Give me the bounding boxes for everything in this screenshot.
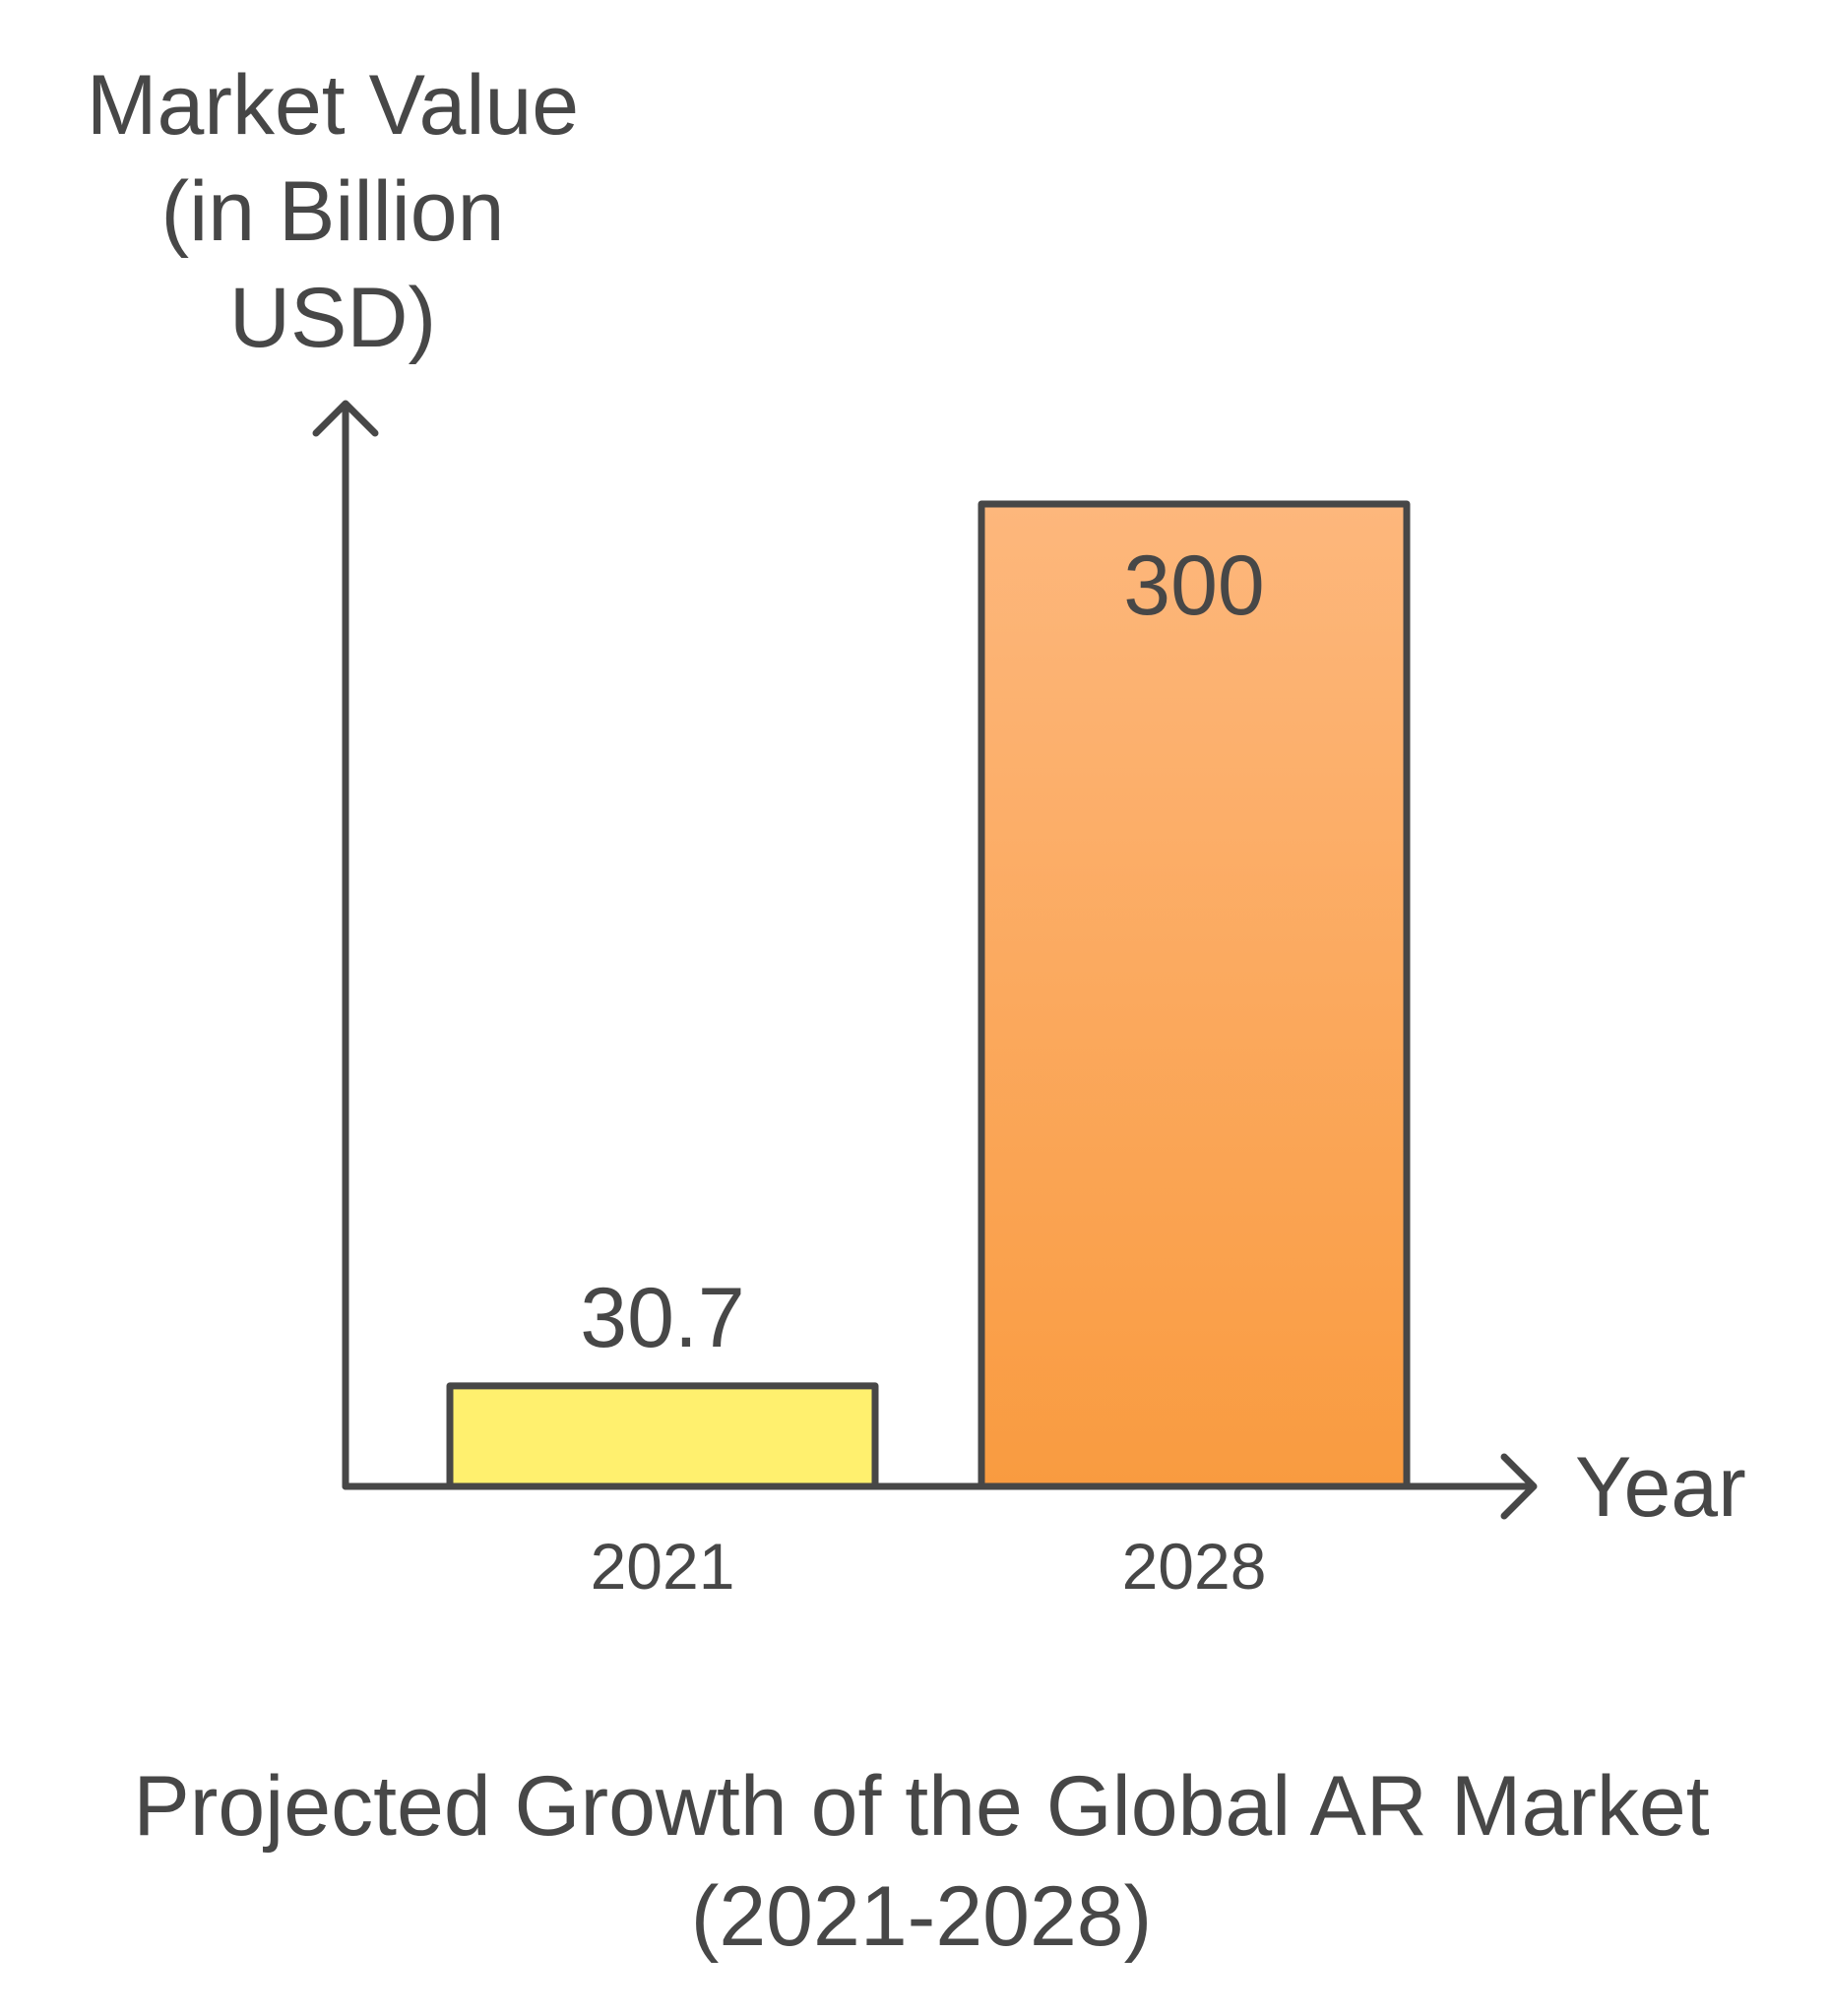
x-axis-arrow-icon [1500, 1453, 1538, 1520]
y-axis-label-line-2: (in Billion [161, 164, 505, 259]
y-axis-label-line-1: Market Value [87, 58, 579, 153]
bar-2028 [978, 500, 1411, 1490]
bar-2021 [446, 1382, 879, 1490]
x-tick-label-2021: 2021 [591, 1530, 735, 1603]
chart-title-line-1: Projected Growth of the Global AR Market [133, 1759, 1709, 1854]
value-label-2021: 30.7 [580, 1271, 744, 1365]
y-axis-arrow-icon [312, 400, 379, 437]
x-axis-label: Year [1575, 1440, 1746, 1535]
y-axis-label-line-3: USD) [229, 271, 436, 365]
x-tick-label-2028: 2028 [1122, 1530, 1267, 1603]
bars-group: 30.7 2021 300 2028 [446, 500, 1411, 1603]
value-label-2028: 300 [1123, 538, 1265, 633]
chart-title-line-2: (2021-2028) [691, 1869, 1153, 1964]
